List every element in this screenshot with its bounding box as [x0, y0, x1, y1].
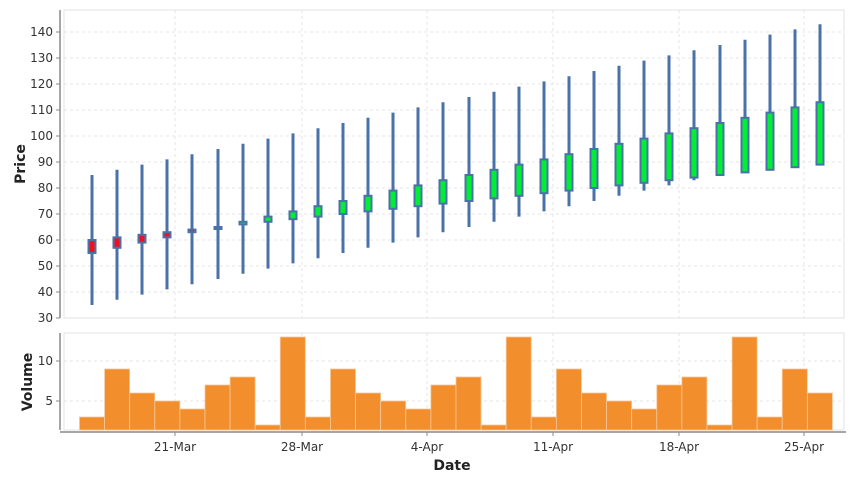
- price-tick-label: 100: [30, 129, 53, 143]
- candle: [464, 97, 474, 227]
- volume-bar: [254, 424, 281, 431]
- price-tick-label: 80: [38, 181, 53, 195]
- date-tick-label: 18-Apr: [659, 440, 699, 454]
- date-tick-label: 21-Mar: [154, 440, 196, 454]
- candle: [87, 175, 97, 305]
- price-tick-label: 60: [38, 233, 53, 247]
- price-tick-label: 40: [38, 285, 53, 299]
- candle: [112, 169, 122, 300]
- volume-bar: [430, 384, 457, 431]
- candle: [213, 149, 223, 279]
- volume-bar: [204, 384, 231, 431]
- price-tick-label: 30: [38, 311, 53, 325]
- candle: [589, 71, 599, 201]
- date-axis-title: Date: [433, 458, 470, 474]
- candle: [564, 76, 574, 207]
- price-tick-label: 110: [30, 103, 53, 117]
- price-gridlines: [64, 10, 844, 318]
- candle: [238, 143, 248, 274]
- volume-bar: [154, 400, 181, 431]
- volume-axis-title: Volume: [20, 353, 36, 412]
- price-tick-label: 70: [38, 207, 53, 221]
- date-tick-label: 4-Apr: [411, 440, 444, 454]
- volume-bars: [79, 336, 833, 431]
- volume-bar: [631, 408, 658, 431]
- candle: [489, 91, 499, 222]
- candle: [689, 50, 699, 181]
- volume-bar: [781, 368, 808, 431]
- candle: [539, 81, 549, 212]
- volume-bar: [455, 376, 482, 431]
- volume-bar: [731, 336, 758, 431]
- candle: [664, 55, 674, 186]
- candle: [388, 112, 398, 243]
- candle: [765, 34, 775, 171]
- price-y-axis: 30 40 50 60 70 80 90 100 110 120 130 140: [30, 10, 61, 325]
- volume-bar: [656, 384, 683, 431]
- price-tick-label: 50: [38, 259, 53, 273]
- volume-tick-label: 5: [45, 394, 53, 408]
- volume-bar: [807, 392, 833, 431]
- candle: [187, 154, 197, 285]
- volume-bar: [756, 416, 783, 431]
- volume-y-axis: 5 10: [38, 333, 61, 430]
- candle: [363, 117, 373, 248]
- volume-bar: [79, 416, 105, 431]
- volume-bar: [330, 368, 356, 431]
- volume-bar: [606, 400, 632, 431]
- price-tick-label: 130: [30, 51, 53, 65]
- price-tick-label: 140: [30, 25, 53, 39]
- price-plot-area: [63, 9, 845, 319]
- volume-bar: [104, 368, 130, 431]
- candle: [514, 86, 524, 217]
- volume-bar: [380, 400, 407, 431]
- volume-bar: [530, 416, 557, 431]
- volume-tick-label: 10: [38, 354, 53, 368]
- candle: [288, 133, 298, 264]
- volume-bar: [304, 416, 331, 431]
- price-axis-title: Price: [13, 144, 29, 184]
- volume-bar: [505, 336, 532, 431]
- candlesticks: [87, 24, 825, 305]
- candle: [614, 65, 624, 196]
- volume-bar: [279, 336, 306, 431]
- candle: [338, 123, 348, 253]
- candle: [740, 39, 750, 174]
- volume-bar: [480, 424, 507, 431]
- date-x-axis: 21-Mar 28-Mar 4-Apr 11-Apr 18-Apr 25-Apr: [60, 431, 846, 454]
- candle: [815, 24, 825, 166]
- candle: [137, 164, 147, 295]
- candle: [639, 60, 649, 191]
- volume-bar: [179, 408, 206, 431]
- volume-bar: [229, 376, 256, 431]
- candle: [263, 138, 273, 269]
- price-tick-label: 120: [30, 77, 53, 91]
- candle: [313, 128, 323, 259]
- volume-bar: [581, 392, 607, 431]
- date-tick-label: 28-Mar: [281, 440, 323, 454]
- volume-bar: [556, 368, 582, 431]
- price-tick-label: 90: [38, 155, 53, 169]
- volume-bar: [706, 424, 733, 431]
- candle: [790, 29, 800, 169]
- volume-bar: [129, 392, 156, 431]
- volume-bar: [681, 376, 708, 431]
- date-tick-label: 25-Apr: [784, 440, 824, 454]
- candle: [715, 45, 725, 176]
- date-tick-label: 11-Apr: [533, 440, 573, 454]
- candle: [438, 102, 448, 233]
- volume-bar: [405, 408, 432, 431]
- candle: [413, 107, 423, 238]
- candle: [162, 159, 172, 290]
- volume-bar: [355, 392, 382, 431]
